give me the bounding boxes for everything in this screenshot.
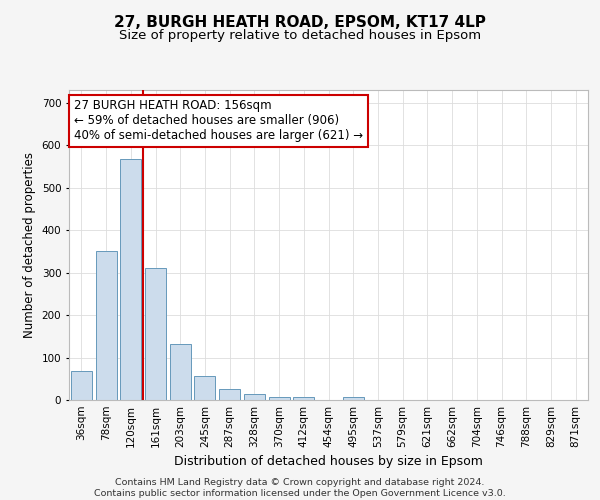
Bar [269, 397, 290, 400]
Text: 27, BURGH HEATH ROAD, EPSOM, KT17 4LP: 27, BURGH HEATH ROAD, EPSOM, KT17 4LP [114, 15, 486, 30]
Y-axis label: Number of detached properties: Number of detached properties [23, 152, 36, 338]
Bar [293, 398, 314, 400]
Bar [244, 394, 265, 400]
Bar [170, 344, 191, 400]
Bar [219, 389, 240, 400]
Text: Size of property relative to detached houses in Epsom: Size of property relative to detached ho… [119, 30, 481, 43]
Bar [95, 250, 116, 400]
Text: Contains HM Land Registry data © Crown copyright and database right 2024.
Contai: Contains HM Land Registry data © Crown c… [94, 478, 506, 498]
Text: 27 BURGH HEATH ROAD: 156sqm
← 59% of detached houses are smaller (906)
40% of se: 27 BURGH HEATH ROAD: 156sqm ← 59% of det… [74, 100, 364, 142]
Bar [145, 268, 166, 400]
Bar [71, 371, 92, 400]
X-axis label: Distribution of detached houses by size in Epsom: Distribution of detached houses by size … [174, 456, 483, 468]
Bar [343, 396, 364, 400]
Bar [120, 159, 141, 400]
Bar [194, 376, 215, 400]
